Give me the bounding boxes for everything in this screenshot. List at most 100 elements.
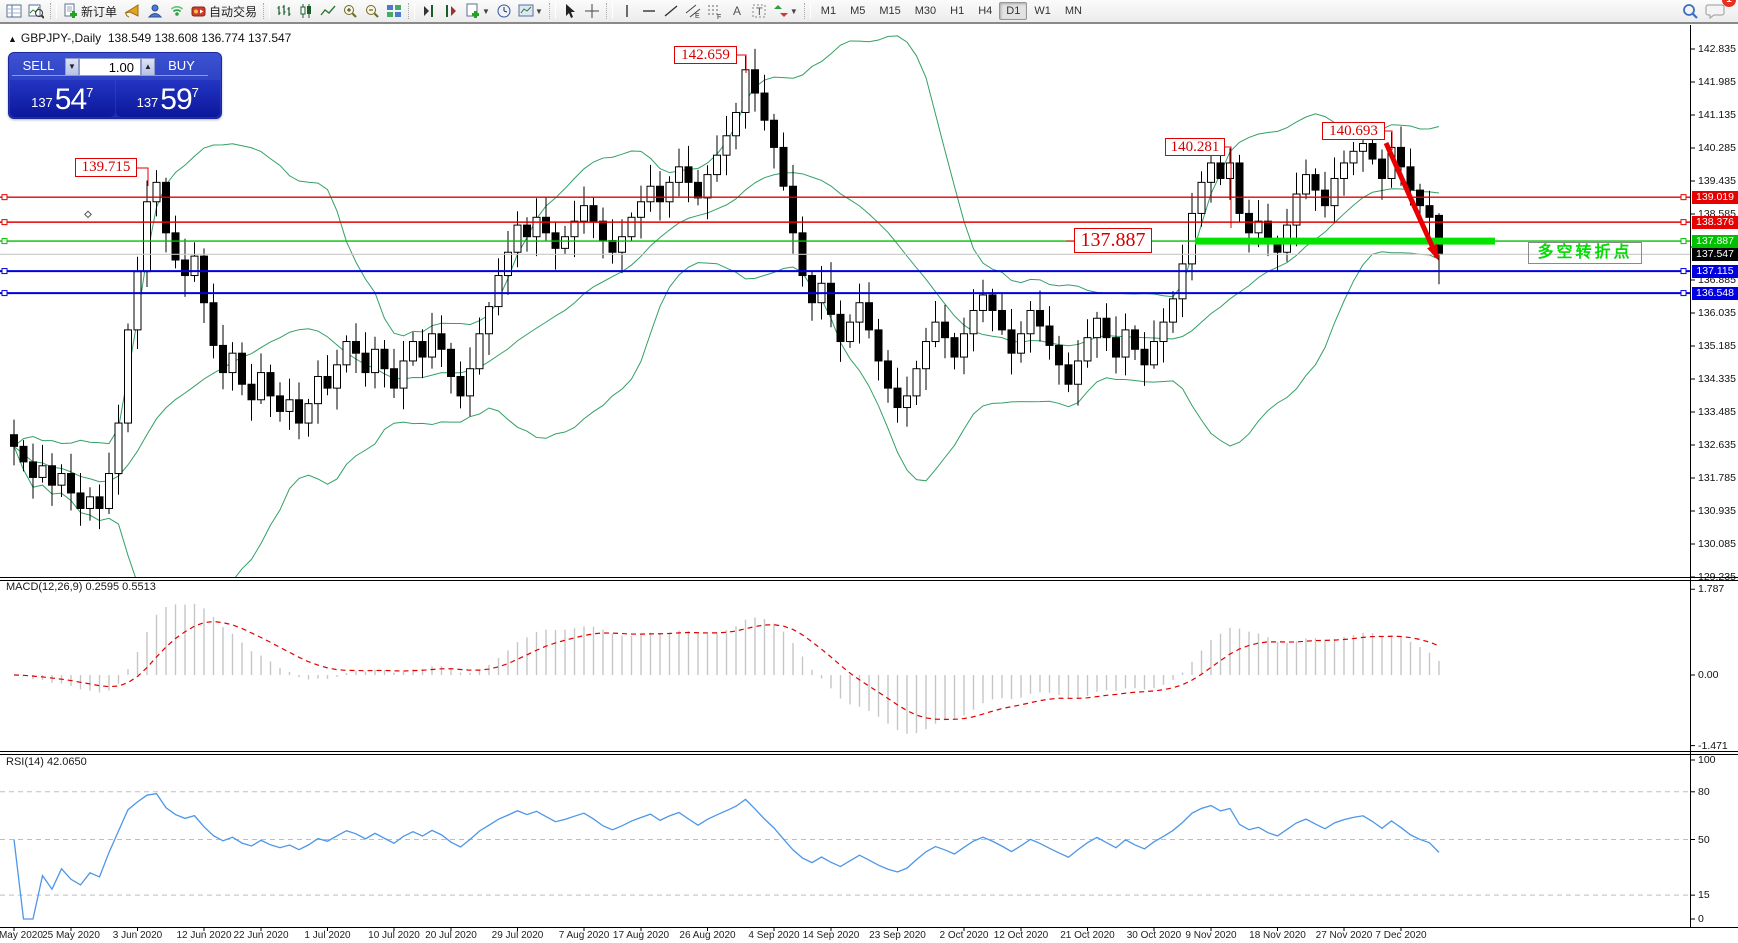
timeframe-button-m5[interactable]: M5 [850,5,866,17]
red-arrow-head [1427,243,1439,261]
axis-tick-label: 0.00 [1698,669,1719,681]
timeframe-button-w1[interactable]: W1 [1034,5,1051,17]
chart-shift-icon[interactable] [418,1,440,21]
callout-connector [1385,130,1393,150]
axis-tick-label: 142.835 [1698,43,1736,55]
price-callout-140.281[interactable]: 140.281 [1165,138,1225,156]
fibonacci-tool-icon[interactable]: F [704,1,726,21]
date-tick-label: 2 Oct 2020 [939,930,989,941]
volume-input[interactable] [79,58,141,76]
date-tick-label: 23 Sep 2020 [869,930,926,941]
date-tick-label: 12 Jun 2020 [176,930,232,941]
autotrade-button[interactable]: 自动交易 [188,1,260,21]
axis-tick-label: 100 [1698,754,1716,766]
notification-badge: 1 [1722,0,1736,7]
timeframe-button-m1[interactable]: M1 [820,5,837,17]
timeframe-toolbar: M1 M5 M15 M30 H1 H4 D1 W1 MN [814,2,1089,20]
axis-tick-label: 133.485 [1698,406,1736,418]
timeframe-button-d1[interactable]: D1 [999,2,1028,20]
axis-tick-label: 134.335 [1698,373,1736,385]
volume-down-stepper[interactable]: ▼ [65,58,79,76]
callout-connector [1225,146,1232,228]
community-icon[interactable] [144,1,166,21]
pane-frames [0,25,1738,928]
arrows-tool-icon[interactable]: ▼ [770,1,801,21]
buy-button[interactable]: BUY [155,58,208,76]
price-line-tag: 138.376 [1692,215,1738,229]
date-tick-label: 4 Sep 2020 [748,930,800,941]
buy-price-button[interactable]: 137 59 7 [115,80,220,117]
sell-price-button[interactable]: 137 54 7 [10,80,115,117]
strategy-tester-icon[interactable] [25,1,47,21]
main-toolbar: 新订单 自动交易 [0,0,1738,24]
new-chart-button[interactable]: ▼ [462,1,493,21]
svg-text:A: A [733,4,741,18]
timeframe-button-m15[interactable]: M15 [879,5,901,17]
date-tick-label: 10 Jul 2020 [368,930,420,941]
new-order-label: 新订单 [81,4,118,19]
period-clock-icon[interactable] [493,1,515,21]
channel-tool-icon[interactable]: E [682,1,704,21]
signals-icon[interactable] [166,1,188,21]
symbol-period: GBPJPY-,Daily [20,31,102,45]
candlestick-mode-icon[interactable] [295,1,317,21]
svg-text:T: T [756,6,763,18]
market-watch-icon[interactable] [3,1,25,21]
annotation-text-label[interactable]: 多空转折点 [1528,242,1642,264]
market-horn-icon[interactable] [120,1,144,21]
bar-chart-mode-icon[interactable] [273,1,295,21]
vertical-line-tool-icon[interactable] [616,1,638,21]
line-chart-mode-icon[interactable] [317,1,339,21]
price-callout-137.887[interactable]: 137.887 [1074,228,1152,253]
new-order-button[interactable]: 新订单 [60,1,120,21]
price-callout-140.693[interactable]: 140.693 [1322,122,1385,140]
cursor-tool-icon[interactable] [559,1,581,21]
red-arrow-line[interactable] [1383,141,1440,259]
zoom-out-icon[interactable] [361,1,383,21]
date-tick-label: 25 May 2020 [42,930,100,941]
search-icon[interactable] [1678,1,1702,21]
axis-tick-label: 132.635 [1698,439,1736,451]
price-callout-142.659[interactable]: 142.659 [674,46,737,64]
auto-scroll-icon[interactable] [440,1,462,21]
axis-tick-label: 15 [1698,889,1710,902]
date-tick-label: 26 Aug 2020 [679,930,736,941]
timeframe-button-h1[interactable]: H1 [950,5,965,17]
sell-button[interactable]: SELL [12,58,65,76]
price-line-tag: 139.019 [1692,190,1738,204]
horizontal-line-tool-icon[interactable] [638,1,660,21]
tile-windows-icon[interactable] [383,1,405,21]
timeframe-button-h4[interactable]: H4 [978,5,993,17]
rsi-layer [0,791,1690,920]
volume-up-stepper[interactable]: ▲ [141,58,155,76]
timeframe-button-mn[interactable]: MN [1064,5,1082,17]
date-tick-label: 21 Oct 2020 [1060,930,1115,941]
timeframe-button-m30[interactable]: M30 [914,5,937,17]
zoom-in-icon[interactable] [339,1,361,21]
text-tool-icon[interactable]: A [726,1,748,21]
macd-layer [13,603,1440,734]
svg-text:E: E [695,13,700,19]
chart-title: ▲ GBPJPY-,Daily 138.549 138.608 136.774 1… [8,31,291,45]
price-callout-139.715[interactable]: 139.715 [75,158,137,177]
axis-tick-label: 139.435 [1698,175,1736,187]
rsi-label: RSI(14) 42.0650 [6,756,87,768]
date-tick-label: 7 Dec 2020 [1375,930,1427,941]
trendline-tool-icon[interactable] [660,1,682,21]
axis-tick-label: 141.135 [1698,109,1736,121]
date-tick-label: 3 Jun 2020 [112,930,163,941]
chat-icon[interactable]: 1 [1702,0,1736,21]
date-tick-label: 29 Jul 2020 [491,930,544,941]
chart-profile-icon[interactable]: ▼ [515,1,546,21]
toolbar-grip [548,3,556,19]
toolbar-right-group: 1 [1678,0,1736,21]
date-tick-label: 30 Oct 2020 [1126,930,1182,941]
axis-tick-label: 50 [1698,833,1710,846]
macd-label: MACD(12,26,9) 0.2595 0.5513 [6,581,156,593]
collapse-icon[interactable]: ▲ [8,34,17,44]
crosshair-tool-icon[interactable] [581,1,603,21]
text-label-tool-icon[interactable]: T [748,1,770,21]
date-tick-label: 20 Jul 2020 [425,930,477,941]
axis-tick-label: 141.985 [1698,76,1736,88]
